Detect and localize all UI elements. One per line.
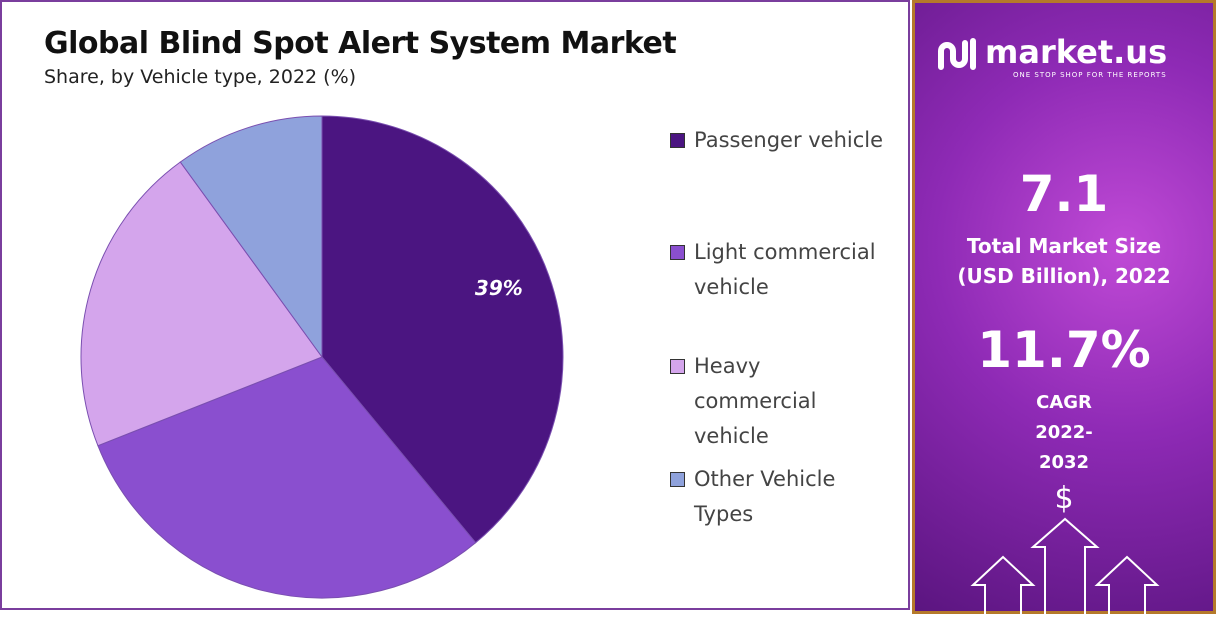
chart-title: Global Blind Spot Alert System Market (44, 26, 677, 61)
dollar-icon: $ (1054, 481, 1074, 516)
market-size-label: Total Market Size (USD Billion), 2022 (957, 234, 1171, 288)
pie-slice (80, 161, 323, 447)
brand: market.us (985, 33, 1168, 71)
pie-chart: 39% (80, 115, 564, 599)
pie-slice (179, 115, 323, 359)
legend-swatch (670, 359, 685, 374)
cagr: 11.7% (977, 321, 1151, 379)
legend-label: Light commercial vehicle (694, 240, 876, 299)
legend-item: Other Vehicle Types (670, 462, 859, 532)
legend-label: Other Vehicle Types (694, 467, 836, 526)
chart-subtitle: Share, by Vehicle type, 2022 (%) (44, 66, 357, 88)
legend-label: Passenger vehicle (694, 128, 884, 152)
cagr-label: CAGR 2022-2032 (1035, 392, 1093, 473)
legend-label: Heavy commercial vehicle (694, 354, 817, 448)
tagline: ONE STOP SHOP FOR THE REPORTS (1013, 71, 1167, 79)
legend-swatch (670, 133, 685, 148)
chart-panel: 39% Global Blind Spot Alert System Marke… (0, 0, 910, 610)
legend-swatch (670, 245, 685, 260)
logo: market.us ONE STOP SHOP FOR THE REPORTS (935, 33, 1199, 79)
pie-slice (321, 115, 564, 544)
data-label: 39% (475, 276, 523, 300)
legend-item: Heavy commercial vehicle (670, 349, 854, 454)
market-size: 7.1 (1019, 165, 1109, 223)
legend-item: Passenger vehicle (670, 123, 914, 158)
pie-slice (97, 356, 477, 599)
sidebar: market.us ONE STOP SHOP FOR THE REPORTS … (912, 0, 1216, 617)
logo-icon (938, 38, 976, 70)
legend-item: Light commercial vehicle (670, 235, 899, 305)
arrows (970, 517, 1160, 617)
legend-swatch (670, 472, 685, 487)
